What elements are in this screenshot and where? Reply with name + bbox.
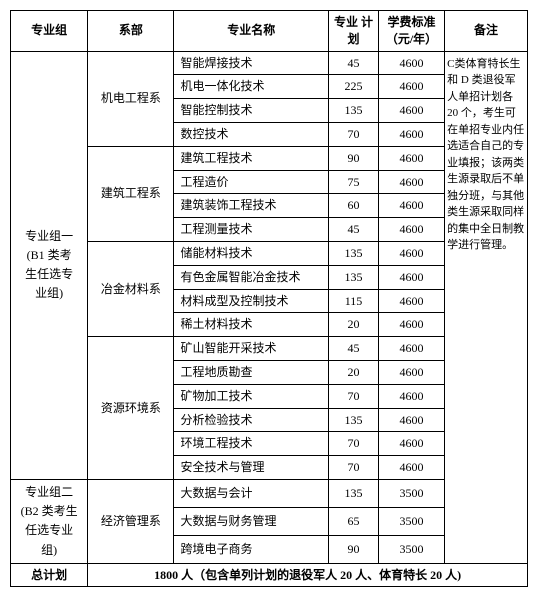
header-row: 专业组 系部 专业名称 专业 计划 学费标准 （元/年） 备注 <box>11 11 528 52</box>
major-plan: 135 <box>329 479 379 507</box>
major-plan: 45 <box>329 51 379 75</box>
total-text: 1800 人（包含单列计划的退役军人 20 人、体育特长 20 人) <box>88 563 528 587</box>
major-name: 矿物加工技术 <box>174 384 329 408</box>
major-name: 建筑装饰工程技术 <box>174 194 329 218</box>
dept-cell: 建筑工程系 <box>88 146 174 241</box>
major-tuition: 4600 <box>378 384 444 408</box>
major-name: 智能控制技术 <box>174 99 329 123</box>
dept-cell: 经济管理系 <box>88 479 174 563</box>
major-tuition: 4600 <box>378 408 444 432</box>
major-tuition: 4600 <box>378 265 444 289</box>
major-name: 环境工程技术 <box>174 432 329 456</box>
major-name: 安全技术与管理 <box>174 456 329 480</box>
dept-cell: 机电工程系 <box>88 51 174 146</box>
header-major: 专业名称 <box>174 11 329 52</box>
major-name: 智能焊接技术 <box>174 51 329 75</box>
major-plan: 225 <box>329 75 379 99</box>
major-plan: 135 <box>329 265 379 289</box>
header-group: 专业组 <box>11 11 88 52</box>
major-name: 工程造价 <box>174 170 329 194</box>
major-tuition: 3500 <box>378 507 444 535</box>
major-plan: 45 <box>329 218 379 242</box>
major-tuition: 4600 <box>378 194 444 218</box>
major-tuition: 4600 <box>378 51 444 75</box>
major-tuition: 4600 <box>378 99 444 123</box>
major-name: 有色金属智能冶金技术 <box>174 265 329 289</box>
major-plan: 20 <box>329 313 379 337</box>
header-dept: 系部 <box>88 11 174 52</box>
major-name: 建筑工程技术 <box>174 146 329 170</box>
major-tuition: 4600 <box>378 122 444 146</box>
major-tuition: 3500 <box>378 535 444 563</box>
major-tuition: 4600 <box>378 337 444 361</box>
major-plan: 45 <box>329 337 379 361</box>
major-plan: 90 <box>329 146 379 170</box>
major-plan: 135 <box>329 99 379 123</box>
major-tuition: 4600 <box>378 218 444 242</box>
major-plan: 60 <box>329 194 379 218</box>
major-plan: 70 <box>329 432 379 456</box>
header-plan: 专业 计划 <box>329 11 379 52</box>
major-plan: 70 <box>329 456 379 480</box>
major-tuition: 4600 <box>378 75 444 99</box>
table-body: 专业组一(B1 类考生任选专业组)机电工程系智能焊接技术454600C类体育特长… <box>11 51 528 587</box>
major-tuition: 3500 <box>378 479 444 507</box>
major-name: 矿山智能开采技术 <box>174 337 329 361</box>
major-name: 大数据与会计 <box>174 479 329 507</box>
major-name: 大数据与财务管理 <box>174 507 329 535</box>
major-tuition: 4600 <box>378 170 444 194</box>
major-plan: 70 <box>329 384 379 408</box>
major-plan: 135 <box>329 408 379 432</box>
major-name: 数控技术 <box>174 122 329 146</box>
major-name: 材料成型及控制技术 <box>174 289 329 313</box>
table-row: 专业组一(B1 类考生任选专业组)机电工程系智能焊接技术454600C类体育特长… <box>11 51 528 75</box>
dept-cell: 资源环境系 <box>88 337 174 480</box>
major-tuition: 4600 <box>378 241 444 265</box>
major-name: 工程测量技术 <box>174 218 329 242</box>
major-tuition: 4600 <box>378 360 444 384</box>
major-name: 工程地质勘查 <box>174 360 329 384</box>
major-tuition: 4600 <box>378 289 444 313</box>
remark-cell: C类体育特长生和 D 类退役军人单招计划各 20 个，考生可在单招专业内任选适合… <box>445 51 528 563</box>
header-tuition: 学费标准 （元/年） <box>378 11 444 52</box>
major-plan: 135 <box>329 241 379 265</box>
group-cell: 专业组一(B1 类考生任选专业组) <box>11 51 88 479</box>
major-plan: 65 <box>329 507 379 535</box>
major-plan: 115 <box>329 289 379 313</box>
major-plan: 75 <box>329 170 379 194</box>
major-tuition: 4600 <box>378 146 444 170</box>
major-name: 分析检验技术 <box>174 408 329 432</box>
total-label: 总计划 <box>11 563 88 587</box>
major-plan: 70 <box>329 122 379 146</box>
major-plan: 90 <box>329 535 379 563</box>
group-cell: 专业组二(B2 类考生任选专业组) <box>11 479 88 563</box>
major-name: 稀土材料技术 <box>174 313 329 337</box>
enrollment-table: 专业组 系部 专业名称 专业 计划 学费标准 （元/年） 备注 专业组一(B1 … <box>10 10 528 587</box>
total-row: 总计划1800 人（包含单列计划的退役军人 20 人、体育特长 20 人) <box>11 563 528 587</box>
major-name: 机电一体化技术 <box>174 75 329 99</box>
major-name: 储能材料技术 <box>174 241 329 265</box>
major-name: 跨境电子商务 <box>174 535 329 563</box>
major-tuition: 4600 <box>378 456 444 480</box>
major-tuition: 4600 <box>378 313 444 337</box>
header-remark: 备注 <box>445 11 528 52</box>
major-plan: 20 <box>329 360 379 384</box>
major-tuition: 4600 <box>378 432 444 456</box>
dept-cell: 冶金材料系 <box>88 241 174 336</box>
